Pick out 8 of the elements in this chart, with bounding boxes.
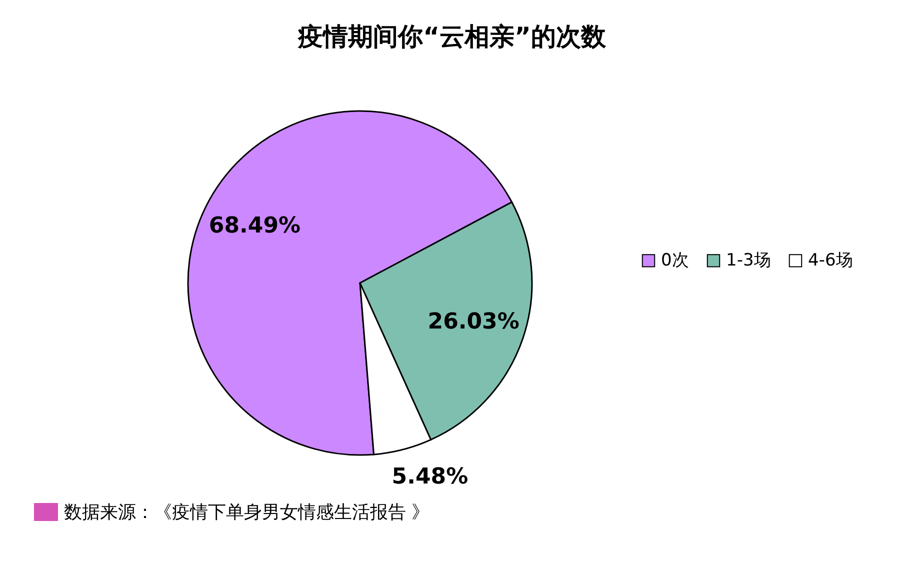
legend-label: 0次 <box>661 250 689 271</box>
data-label: 68.49% <box>208 213 301 238</box>
data-label: 26.03% <box>428 310 520 335</box>
data-label: 5.48% <box>392 464 468 490</box>
chart-title: 疫情期间你“云相亲”的次数 <box>297 22 607 51</box>
source-note: 数据来源：《疫情下单身男女情感生活报告 》 <box>64 501 430 524</box>
legend-label: 4-6场 <box>808 250 853 271</box>
legend-label: 1-3场 <box>726 250 771 271</box>
